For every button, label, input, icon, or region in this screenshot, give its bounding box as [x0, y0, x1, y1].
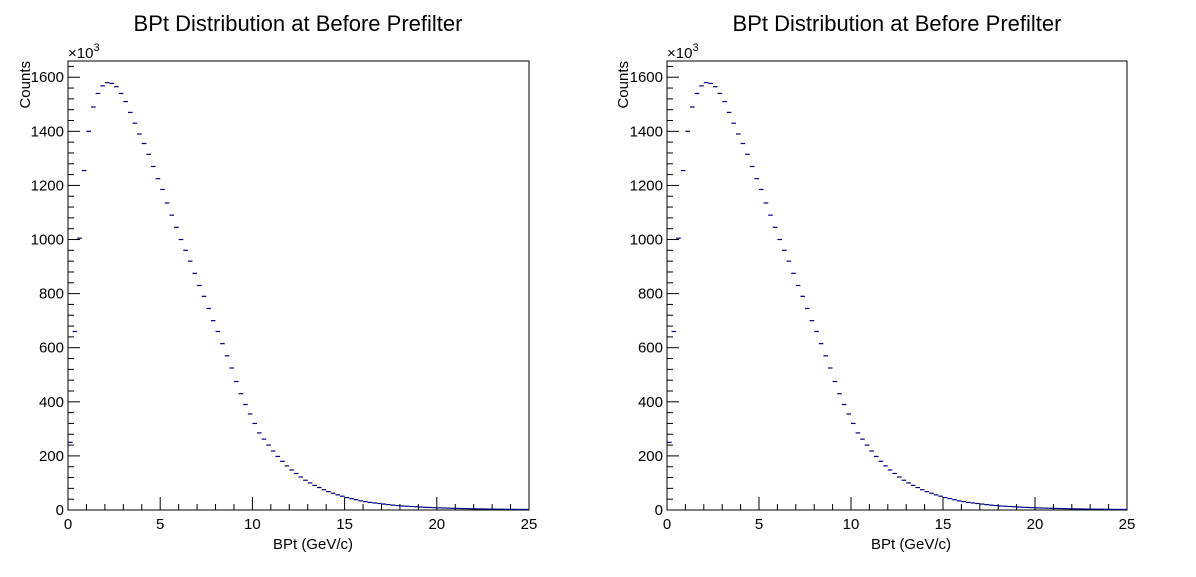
- y-axis-multiplier-exponent: 3: [93, 42, 99, 54]
- y-tick-label: 200: [39, 448, 64, 465]
- y-tick-label: 600: [39, 340, 64, 357]
- y-tick-label: 1200: [630, 177, 663, 194]
- x-tick-label: 10: [843, 516, 860, 533]
- y-axis-multiplier: ×103: [68, 42, 100, 62]
- y-axis-label: Counts: [17, 61, 34, 109]
- x-tick-label: 25: [1119, 516, 1136, 533]
- x-tick-label: 5: [156, 516, 164, 533]
- x-axis-label: BPt (GeV/c): [871, 536, 951, 553]
- y-tick-label: 800: [638, 286, 663, 303]
- chart-title: BPt Distribution at Before Prefilter: [733, 11, 1062, 36]
- y-tick-label: 1400: [630, 123, 663, 140]
- y-tick-label: 1000: [31, 232, 64, 249]
- y-tick-label: 1400: [31, 123, 64, 140]
- y-tick-label: 0: [56, 502, 64, 519]
- x-axis-label: BPt (GeV/c): [273, 536, 353, 553]
- chart-title: BPt Distribution at Before Prefilter: [134, 11, 463, 36]
- y-tick-label: 1600: [31, 69, 64, 86]
- x-tick-label: 0: [663, 516, 671, 533]
- y-axis-label: Counts: [615, 61, 632, 109]
- x-tick-label: 15: [336, 516, 353, 533]
- y-axis-multiplier-exponent: 3: [692, 42, 698, 54]
- y-tick-label: 400: [39, 394, 64, 411]
- x-tick-label: 0: [64, 516, 72, 533]
- chart-panel-2: [666, 60, 1128, 511]
- y-tick-label: 200: [638, 448, 663, 465]
- y-axis-multiplier-base: ×10: [667, 45, 692, 62]
- y-tick-label: 1600: [630, 69, 663, 86]
- y-axis-multiplier: ×103: [667, 42, 699, 62]
- plot-frame: [666, 60, 1128, 511]
- x-tick-label: 20: [1027, 516, 1044, 533]
- y-tick-label: 600: [638, 340, 663, 357]
- x-tick-label: 10: [244, 516, 261, 533]
- chart-panel-1: [67, 60, 530, 511]
- y-tick-label: 400: [638, 394, 663, 411]
- x-tick-label: 15: [935, 516, 952, 533]
- x-tick-label: 25: [521, 516, 538, 533]
- plot-frame: [67, 60, 530, 511]
- y-tick-label: 800: [39, 286, 64, 303]
- x-tick-label: 20: [428, 516, 445, 533]
- y-tick-label: 1200: [31, 177, 64, 194]
- y-tick-label: 0: [655, 502, 663, 519]
- y-tick-label: 1000: [630, 232, 663, 249]
- y-axis-multiplier-base: ×10: [68, 45, 93, 62]
- x-tick-label: 5: [755, 516, 763, 533]
